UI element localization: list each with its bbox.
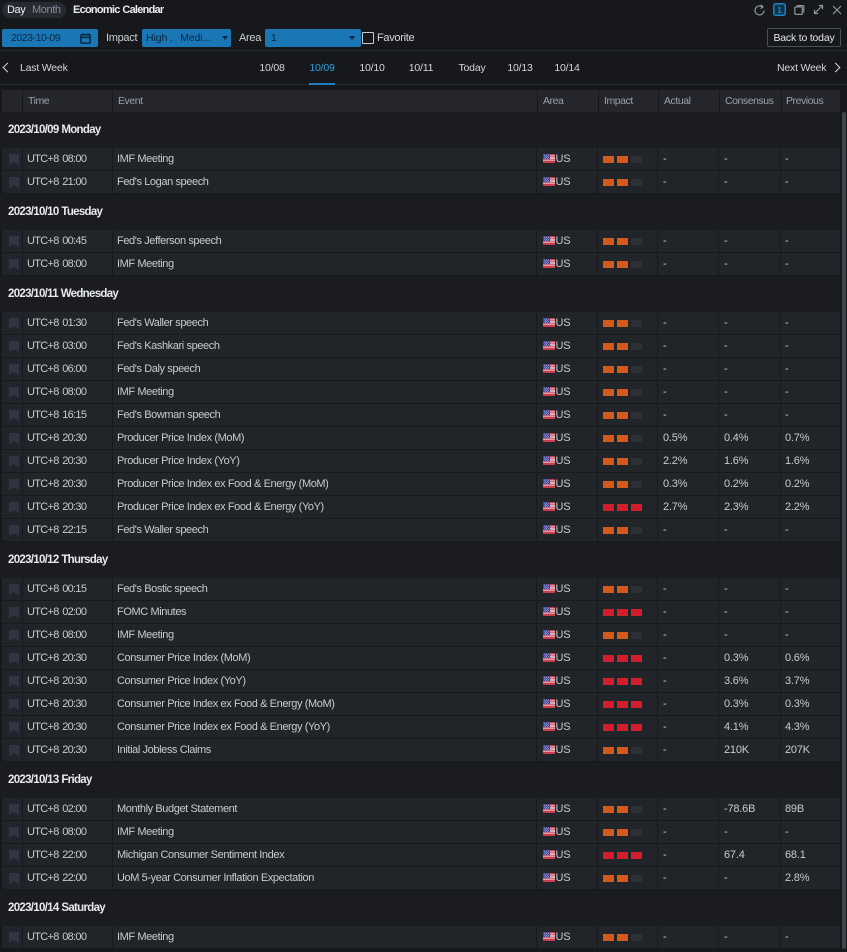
svg-text:1: 1 [777,5,782,15]
